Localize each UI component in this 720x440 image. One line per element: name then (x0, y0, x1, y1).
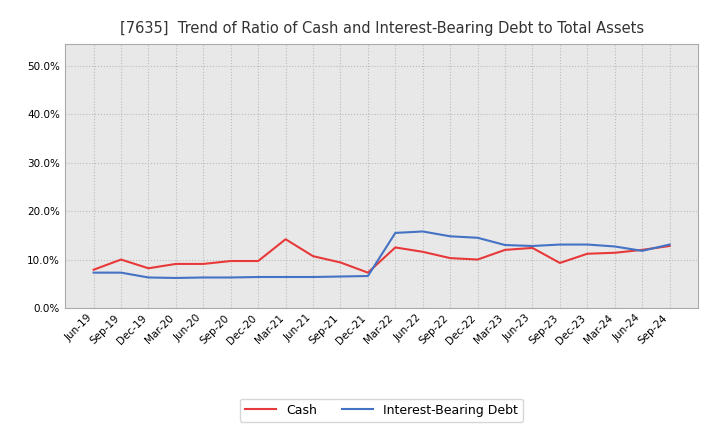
Cash (282, 237, 290, 242)
Interest-Bearing Debt (583, 242, 592, 247)
Interest-Bearing Debt (391, 230, 400, 235)
Cash (254, 258, 263, 264)
Interest-Bearing Debt (500, 242, 509, 248)
Interest-Bearing Debt (611, 244, 619, 249)
Cash (309, 253, 318, 259)
Cash (391, 245, 400, 250)
Interest-Bearing Debt (556, 242, 564, 247)
Cash (89, 267, 98, 272)
Legend: Cash, Interest-Bearing Debt: Cash, Interest-Bearing Debt (240, 399, 523, 422)
Cash (611, 250, 619, 255)
Line: Cash: Cash (94, 239, 670, 273)
Interest-Bearing Debt (638, 248, 647, 253)
Cash (473, 257, 482, 262)
Interest-Bearing Debt (89, 270, 98, 275)
Interest-Bearing Debt (282, 275, 290, 280)
Cash (583, 251, 592, 257)
Interest-Bearing Debt (528, 243, 537, 249)
Cash (528, 245, 537, 250)
Interest-Bearing Debt (117, 270, 125, 275)
Cash (500, 247, 509, 253)
Cash (446, 256, 454, 261)
Cash (144, 266, 153, 271)
Interest-Bearing Debt (144, 275, 153, 280)
Interest-Bearing Debt (446, 234, 454, 239)
Cash (556, 260, 564, 266)
Cash (336, 260, 345, 265)
Interest-Bearing Debt (199, 275, 207, 280)
Cash (226, 258, 235, 264)
Interest-Bearing Debt (171, 275, 180, 281)
Interest-Bearing Debt (336, 274, 345, 279)
Title: [7635]  Trend of Ratio of Cash and Interest-Bearing Debt to Total Assets: [7635] Trend of Ratio of Cash and Intere… (120, 21, 644, 36)
Cash (364, 270, 372, 275)
Cash (117, 257, 125, 262)
Interest-Bearing Debt (364, 273, 372, 279)
Interest-Bearing Debt (226, 275, 235, 280)
Cash (665, 243, 674, 249)
Interest-Bearing Debt (254, 275, 263, 280)
Interest-Bearing Debt (418, 229, 427, 234)
Line: Interest-Bearing Debt: Interest-Bearing Debt (94, 231, 670, 278)
Cash (418, 249, 427, 254)
Interest-Bearing Debt (309, 275, 318, 280)
Cash (638, 247, 647, 253)
Cash (199, 261, 207, 267)
Interest-Bearing Debt (473, 235, 482, 240)
Cash (171, 261, 180, 267)
Interest-Bearing Debt (665, 242, 674, 247)
